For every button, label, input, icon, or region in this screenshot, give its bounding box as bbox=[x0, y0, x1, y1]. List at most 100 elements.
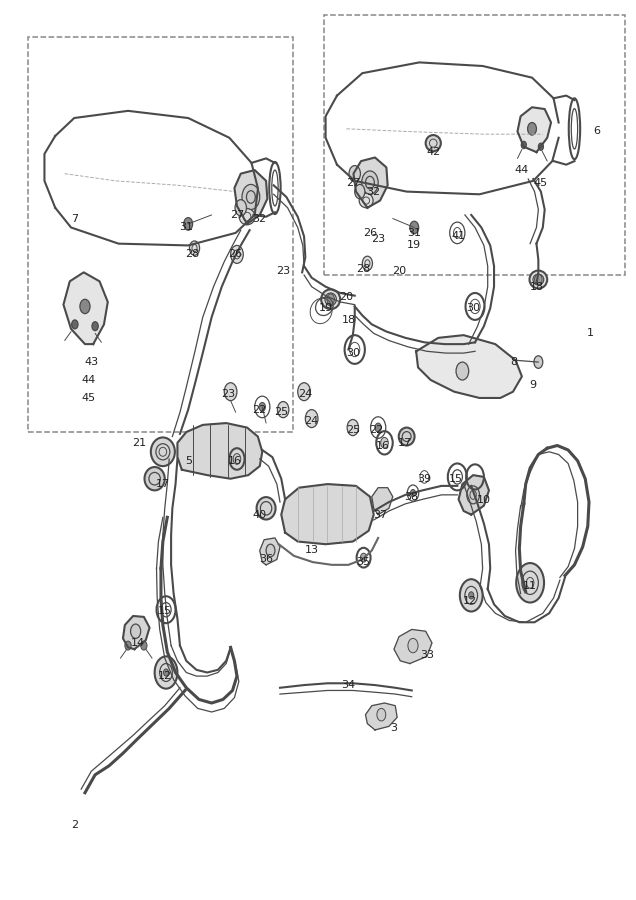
Circle shape bbox=[347, 419, 359, 436]
Text: 26: 26 bbox=[363, 228, 377, 238]
Text: 10: 10 bbox=[477, 495, 491, 505]
Text: 26: 26 bbox=[228, 249, 243, 259]
Circle shape bbox=[235, 200, 246, 216]
Text: 3: 3 bbox=[391, 723, 398, 734]
Circle shape bbox=[528, 122, 536, 135]
Circle shape bbox=[408, 638, 418, 652]
Circle shape bbox=[80, 300, 90, 313]
Text: 1: 1 bbox=[587, 328, 594, 338]
Text: 32: 32 bbox=[367, 186, 381, 196]
Circle shape bbox=[141, 641, 147, 650]
Polygon shape bbox=[416, 335, 522, 398]
Polygon shape bbox=[459, 475, 489, 515]
Circle shape bbox=[225, 382, 237, 400]
Text: 16: 16 bbox=[228, 455, 242, 466]
Text: 44: 44 bbox=[81, 375, 96, 385]
Text: 24: 24 bbox=[305, 417, 319, 427]
Ellipse shape bbox=[151, 437, 175, 466]
Ellipse shape bbox=[425, 135, 441, 151]
Circle shape bbox=[361, 554, 367, 562]
Circle shape bbox=[184, 218, 193, 230]
Circle shape bbox=[92, 321, 99, 330]
Ellipse shape bbox=[256, 497, 275, 519]
Polygon shape bbox=[64, 273, 107, 344]
Circle shape bbox=[155, 656, 177, 688]
Text: 45: 45 bbox=[81, 393, 96, 403]
Text: 27: 27 bbox=[230, 210, 244, 220]
Text: 41: 41 bbox=[452, 231, 466, 241]
Text: 18: 18 bbox=[529, 282, 544, 292]
Circle shape bbox=[538, 143, 543, 150]
Text: 20: 20 bbox=[340, 292, 354, 302]
Text: 31: 31 bbox=[407, 228, 421, 238]
Circle shape bbox=[242, 184, 259, 210]
Text: 22: 22 bbox=[369, 426, 384, 436]
Text: 18: 18 bbox=[342, 315, 356, 325]
Text: 2: 2 bbox=[71, 820, 78, 830]
Text: 9: 9 bbox=[530, 381, 537, 391]
Text: 6: 6 bbox=[593, 127, 600, 137]
Text: 12: 12 bbox=[158, 671, 172, 681]
Circle shape bbox=[349, 166, 361, 182]
Polygon shape bbox=[177, 423, 262, 479]
Text: 22: 22 bbox=[252, 405, 267, 415]
Text: 8: 8 bbox=[511, 357, 518, 367]
Text: 42: 42 bbox=[426, 147, 440, 158]
Text: 27: 27 bbox=[346, 177, 360, 187]
Circle shape bbox=[410, 490, 415, 497]
Circle shape bbox=[163, 669, 169, 676]
Text: 14: 14 bbox=[130, 638, 144, 648]
Circle shape bbox=[469, 592, 474, 598]
Text: 17: 17 bbox=[398, 437, 413, 448]
Circle shape bbox=[381, 437, 389, 448]
Circle shape bbox=[190, 241, 200, 256]
Text: 16: 16 bbox=[376, 440, 390, 451]
Circle shape bbox=[125, 641, 131, 650]
Text: 28: 28 bbox=[356, 264, 371, 274]
Text: 43: 43 bbox=[84, 357, 99, 367]
Circle shape bbox=[467, 486, 480, 504]
Circle shape bbox=[363, 256, 373, 271]
Text: 31: 31 bbox=[179, 222, 193, 232]
Circle shape bbox=[130, 624, 141, 638]
Text: 11: 11 bbox=[523, 581, 537, 591]
Polygon shape bbox=[394, 629, 432, 663]
Text: 25: 25 bbox=[346, 426, 360, 436]
Text: 21: 21 bbox=[132, 437, 146, 448]
Ellipse shape bbox=[239, 209, 255, 225]
Text: 5: 5 bbox=[184, 455, 191, 466]
Text: 37: 37 bbox=[373, 509, 387, 519]
Circle shape bbox=[233, 454, 241, 464]
Circle shape bbox=[522, 141, 527, 149]
Ellipse shape bbox=[399, 428, 415, 446]
Circle shape bbox=[327, 294, 335, 304]
Circle shape bbox=[305, 410, 318, 427]
Circle shape bbox=[534, 356, 543, 368]
Polygon shape bbox=[518, 107, 551, 152]
Text: 23: 23 bbox=[371, 234, 385, 244]
Polygon shape bbox=[354, 158, 388, 208]
Ellipse shape bbox=[144, 467, 165, 491]
Text: 40: 40 bbox=[252, 509, 267, 519]
Circle shape bbox=[375, 423, 382, 432]
Text: 24: 24 bbox=[298, 390, 312, 400]
Text: 30: 30 bbox=[466, 303, 480, 313]
Circle shape bbox=[535, 274, 542, 285]
Polygon shape bbox=[259, 538, 280, 565]
Text: 23: 23 bbox=[276, 266, 290, 275]
Circle shape bbox=[72, 320, 78, 328]
Text: 45: 45 bbox=[534, 177, 548, 187]
Text: 23: 23 bbox=[221, 390, 235, 400]
Text: 19: 19 bbox=[319, 303, 333, 313]
Text: 39: 39 bbox=[417, 473, 431, 483]
Circle shape bbox=[259, 402, 265, 411]
Text: 38: 38 bbox=[404, 491, 418, 501]
Circle shape bbox=[298, 382, 310, 400]
Text: 36: 36 bbox=[259, 554, 273, 564]
Circle shape bbox=[266, 544, 275, 557]
Ellipse shape bbox=[530, 271, 547, 289]
Text: 30: 30 bbox=[346, 348, 360, 358]
Circle shape bbox=[362, 171, 378, 194]
Polygon shape bbox=[372, 488, 392, 515]
Text: 33: 33 bbox=[420, 650, 434, 660]
